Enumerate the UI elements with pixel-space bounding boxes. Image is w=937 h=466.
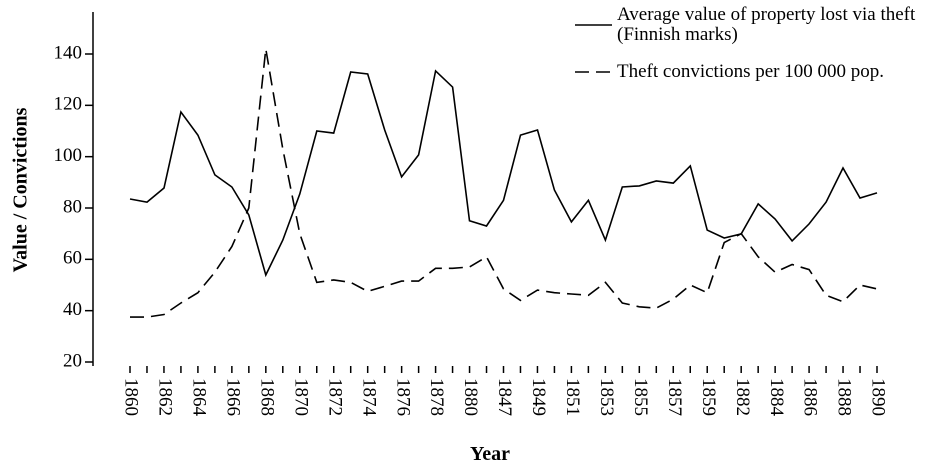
x-tick-label: 1849 bbox=[528, 378, 549, 416]
y-axis-label: Value / Convictions bbox=[10, 107, 32, 272]
y-tick-label: 20 bbox=[63, 350, 82, 371]
x-tick-label: 1876 bbox=[392, 378, 413, 416]
x-tick-label: 1851 bbox=[562, 378, 583, 416]
y-tick-label: 60 bbox=[63, 248, 82, 269]
y-tick-label: 100 bbox=[54, 145, 83, 166]
y-tick-label: 40 bbox=[63, 299, 82, 320]
x-tick-label: 1853 bbox=[596, 378, 617, 416]
x-tick-label: 1859 bbox=[698, 378, 719, 416]
y-tick-label: 140 bbox=[54, 42, 83, 63]
y-tick-label: 80 bbox=[63, 196, 82, 217]
legend-label: Theft convictions per 100 000 pop. bbox=[617, 61, 885, 82]
x-tick-label: 1884 bbox=[766, 378, 787, 417]
x-tick-label: 1882 bbox=[732, 378, 753, 416]
x-tick-label: 1886 bbox=[800, 378, 821, 416]
x-tick-label: 1857 bbox=[664, 378, 685, 416]
x-tick-label: 1868 bbox=[256, 378, 277, 416]
x-axis-label: Year bbox=[470, 443, 510, 465]
x-tick-label: 1847 bbox=[494, 378, 515, 416]
x-tick-label: 1866 bbox=[223, 378, 244, 416]
x-tick-label: 1864 bbox=[189, 378, 210, 417]
x-tick-label: 1860 bbox=[121, 378, 142, 416]
series-line bbox=[129, 69, 878, 278]
x-tick-label: 1870 bbox=[290, 378, 311, 416]
x-tick-label: 1880 bbox=[460, 378, 481, 416]
x-tick-label: 1855 bbox=[630, 378, 651, 416]
legend-label: Average value of property lost via theft… bbox=[617, 4, 916, 45]
x-tick-label: 1862 bbox=[155, 378, 176, 416]
x-tick-label: 1872 bbox=[324, 378, 345, 416]
y-tick-label: 120 bbox=[54, 94, 83, 115]
x-tick-label: 1874 bbox=[358, 378, 379, 417]
x-tick-label: 1888 bbox=[834, 378, 855, 416]
series-line bbox=[130, 48, 878, 318]
x-tick-label: 1890 bbox=[868, 378, 889, 416]
x-tick-label: 1878 bbox=[426, 378, 447, 416]
